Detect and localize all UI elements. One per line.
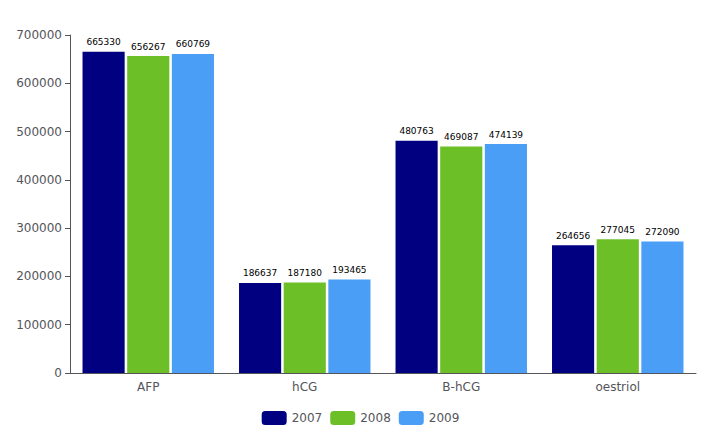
svg-text:0: 0 [54, 366, 62, 380]
svg-text:272090: 272090 [645, 227, 680, 237]
svg-text:474139: 474139 [489, 130, 524, 140]
svg-text:500000: 500000 [16, 125, 62, 139]
svg-text:480763: 480763 [399, 126, 433, 136]
svg-text:B-hCG: B-hCG [442, 380, 480, 394]
svg-text:700000: 700000 [16, 28, 62, 42]
svg-text:AFP: AFP [137, 380, 159, 394]
svg-text:300000: 300000 [16, 221, 62, 235]
svg-text:277045: 277045 [601, 225, 635, 235]
svg-text:hCG: hCG [292, 380, 317, 394]
svg-text:187180: 187180 [288, 268, 323, 278]
svg-text:2009: 2009 [429, 411, 460, 425]
svg-text:469087: 469087 [444, 132, 478, 142]
svg-text:600000: 600000 [16, 76, 62, 90]
svg-text:186637: 186637 [243, 268, 277, 278]
svg-text:oestriol: oestriol [595, 380, 640, 394]
svg-text:2007: 2007 [292, 411, 323, 425]
svg-text:264656: 264656 [556, 231, 591, 241]
svg-text:100000: 100000 [16, 318, 62, 332]
svg-text:656267: 656267 [131, 42, 165, 52]
svg-text:400000: 400000 [16, 173, 62, 187]
svg-text:660769: 660769 [176, 39, 211, 49]
svg-text:2008: 2008 [360, 411, 391, 425]
svg-text:665330: 665330 [86, 37, 121, 47]
svg-text:193465: 193465 [332, 265, 366, 275]
svg-text:200000: 200000 [16, 269, 62, 283]
